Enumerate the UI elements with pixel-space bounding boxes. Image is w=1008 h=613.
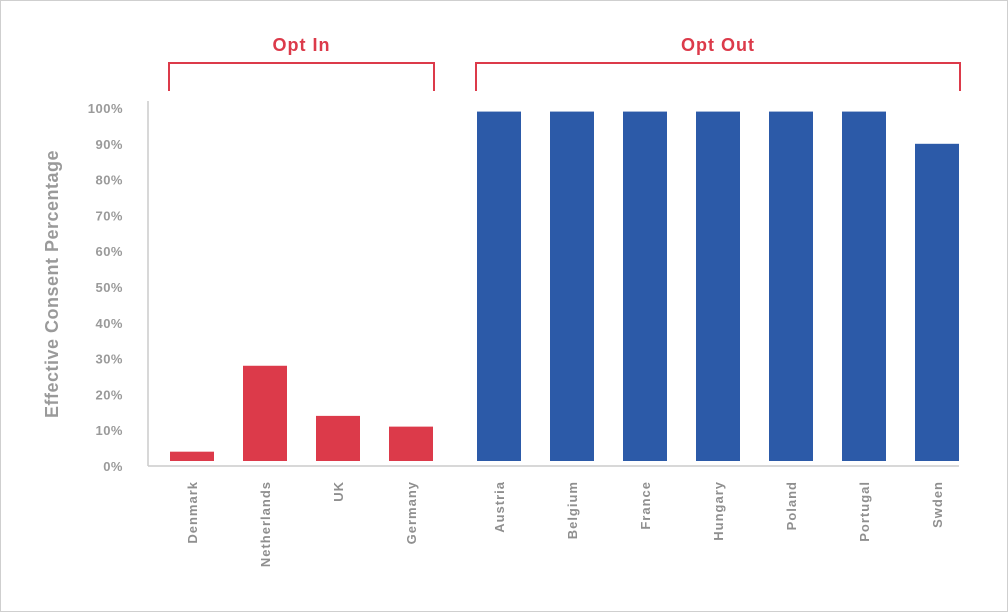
group-brackets: Opt In Opt Out: [168, 35, 961, 91]
y-tick-label: 60%: [95, 244, 123, 259]
category-labels: Denmark Netherlands UK Germany Austria Belgiu…: [185, 481, 945, 567]
bar-hungary: [696, 111, 740, 461]
category-label: Poland: [784, 481, 799, 530]
category-label: Belgium: [565, 481, 580, 539]
y-axis-label: Effective Consent Percentage: [42, 150, 62, 418]
bar-germany: [389, 426, 433, 461]
category-label: Denmark: [185, 481, 200, 544]
y-tick-label: 50%: [95, 280, 123, 295]
bar-austria: [477, 111, 521, 461]
category-label: Austria: [492, 481, 507, 533]
y-tick-label: 40%: [95, 316, 123, 331]
category-label: UK: [331, 481, 346, 502]
y-tick-label: 10%: [95, 423, 123, 438]
bar-portugal: [842, 111, 886, 461]
bar-netherlands: [243, 365, 287, 461]
category-label: Netherlands: [258, 481, 273, 567]
bars: [170, 111, 959, 462]
bar-denmark: [170, 451, 214, 461]
bar-uk: [316, 415, 360, 461]
category-label: Germany: [404, 481, 419, 544]
y-tick-label: 100%: [88, 101, 123, 116]
y-tick-label: 80%: [95, 173, 123, 188]
y-tick-label: 0%: [103, 459, 123, 474]
group-title: Opt In: [273, 35, 331, 55]
bar-belgium: [550, 111, 594, 461]
category-label: Hungary: [711, 481, 726, 541]
bar-poland: [769, 111, 813, 461]
group-title: Opt Out: [681, 35, 755, 55]
y-tick-label: 20%: [95, 387, 123, 402]
y-tick-label: 90%: [95, 137, 123, 152]
y-axis: 0% 10% 20% 30% 40% 50% 60% 70% 80% 90% 100%: [88, 101, 149, 474]
y-tick-label: 30%: [95, 352, 123, 367]
y-tick-label: 70%: [95, 208, 123, 223]
group-bracket: [168, 62, 435, 91]
category-label: Swden: [930, 481, 945, 528]
category-label: France: [638, 481, 653, 530]
bar-france: [623, 111, 667, 461]
bar-swden: [915, 143, 959, 462]
category-label: Portugal: [857, 481, 872, 542]
group-bracket: [475, 62, 961, 91]
